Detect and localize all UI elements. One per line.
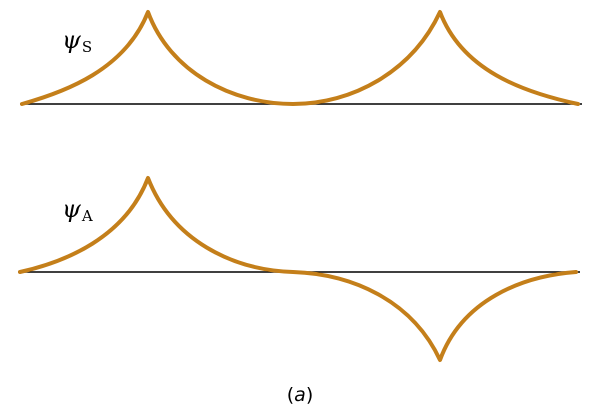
psi-s-label: ψS (62, 26, 92, 56)
caption-close-paren: ) (305, 384, 314, 406)
caption-open-paren: ( (286, 384, 295, 406)
caption-letter: a (294, 384, 306, 406)
antisymmetric-wavefunction-curve (18, 176, 578, 362)
symmetric-panel: ψS (20, 10, 582, 106)
psi-s-symbol: ψ (62, 26, 82, 54)
symmetric-wavefunction-curve (20, 10, 580, 106)
psi-a-symbol: ψ (62, 195, 82, 223)
figure-caption: (a) (0, 384, 600, 406)
psi-s-subscript: S (82, 38, 92, 56)
wavefunction-diagram: ψS ψA (18, 10, 582, 362)
psi-a-subscript: A (81, 207, 93, 225)
psi-a-label: ψA (62, 195, 93, 225)
antisymmetric-panel: ψA (18, 176, 580, 362)
